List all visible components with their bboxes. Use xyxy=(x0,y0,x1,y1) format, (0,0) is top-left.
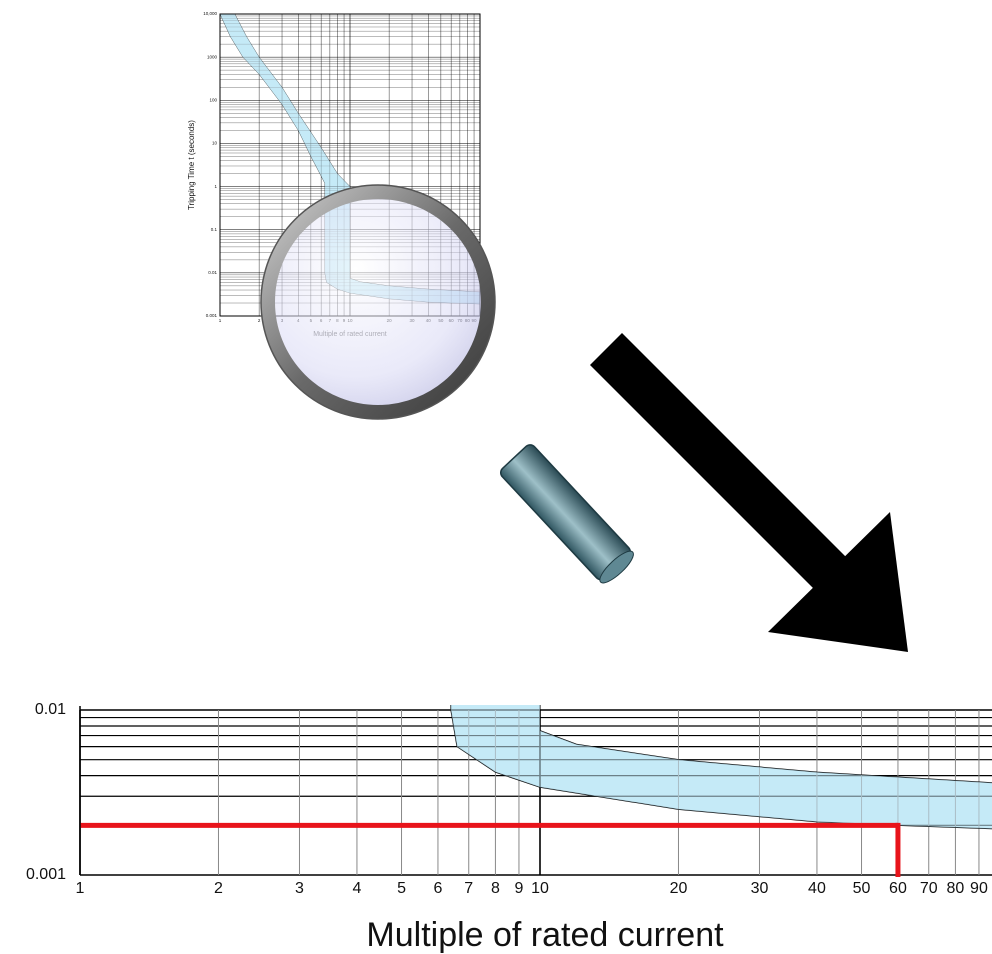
y-tick-label: 0.001 xyxy=(206,313,218,318)
illustration: 10,00010001001010.10.010.001123456789102… xyxy=(0,0,992,954)
x-tick-label: 7 xyxy=(464,880,473,897)
y-tick-label: 0.001 xyxy=(26,866,66,883)
x-tick-label: 8 xyxy=(491,880,500,897)
band-edges xyxy=(80,0,992,829)
band-area xyxy=(80,0,992,829)
y-axis-label: Tripping Time t (seconds) xyxy=(187,120,196,210)
x-tick-label: 1 xyxy=(219,318,222,323)
magnifier-lens xyxy=(268,192,488,412)
y-tick-label: 10,000 xyxy=(203,11,217,16)
x-tick-label: 20 xyxy=(670,880,688,897)
x-tick-label: 40 xyxy=(808,880,826,897)
x-tick-label: 5 xyxy=(397,880,406,897)
x-tick-label: 2 xyxy=(214,880,223,897)
x-tick-label: 1 xyxy=(76,880,85,897)
y-tick-label: 10 xyxy=(212,141,218,146)
x-tick-label: 70 xyxy=(920,880,938,897)
x-tick-label: 30 xyxy=(751,880,769,897)
x-tick-label: 50 xyxy=(853,880,871,897)
zoom-arrow xyxy=(590,333,908,652)
x-tick-label: 6 xyxy=(433,880,442,897)
y-tick-label: 0.01 xyxy=(35,701,66,718)
x-tick-label: 90 xyxy=(970,880,988,897)
x-tick-label: 9 xyxy=(514,880,523,897)
x-tick-label: 60 xyxy=(889,880,907,897)
x-tick-label: 10 xyxy=(531,880,549,897)
y-tick-label: 0.01 xyxy=(208,270,217,275)
band-edge xyxy=(80,0,992,829)
band-group xyxy=(80,0,992,829)
magnifier xyxy=(261,185,638,587)
y-tick-label: 1 xyxy=(214,184,217,189)
x-tick-label: 3 xyxy=(295,880,304,897)
x-tick-label: 2 xyxy=(258,318,261,323)
page: {"chart_data": [ {"type": "band", "xscal… xyxy=(0,0,992,954)
y-tick-label: 1000 xyxy=(207,54,218,59)
x-tick-label: 80 xyxy=(947,880,965,897)
x-axis-label: Multiple of rated current xyxy=(366,916,724,954)
y-tick-label: 100 xyxy=(209,97,217,102)
y-tick-label: 0.1 xyxy=(211,227,218,232)
band-tint xyxy=(80,0,992,829)
x-tick-label: 4 xyxy=(352,880,361,897)
